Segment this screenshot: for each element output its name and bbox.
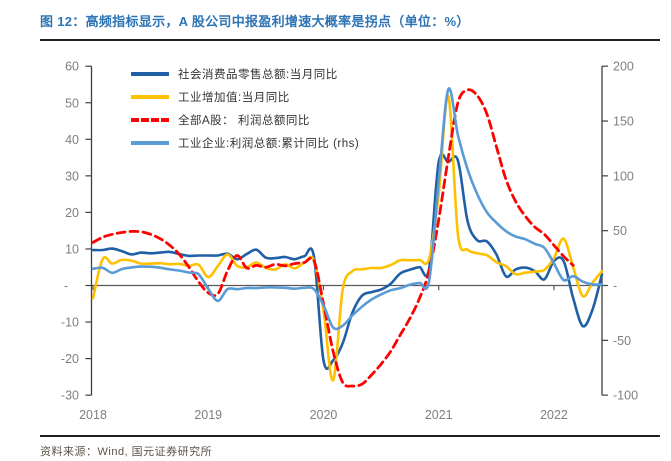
chart-legend: 社会消费品零售总额:当月同比 工业增加值:当月同比 全部A股： 利润总额同比 工… (131, 67, 359, 150)
right-tick-label: 200 (613, 60, 634, 74)
legend-swatch-light-blue-line (131, 141, 169, 145)
left-tick-label: -10 (61, 316, 79, 330)
left-tick-label: -30 (61, 389, 79, 403)
right-tick-label: 100 (613, 169, 634, 183)
left-tick-label: 10 (65, 242, 79, 256)
left-tick-label: - (64, 279, 68, 293)
x-tick-label: 2020 (310, 408, 338, 422)
legend-item-retail: 社会消费品零售总额:当月同比 (131, 67, 359, 81)
right-tick-label: -100 (613, 389, 638, 403)
right-tick-label: 150 (613, 115, 634, 129)
series-line-2 (91, 88, 575, 388)
legend-swatch-gold-line (131, 95, 169, 99)
series-line-1 (91, 94, 604, 382)
left-tick-label: -20 (61, 352, 79, 366)
right-tick-label: - (613, 279, 617, 293)
title-rule (40, 39, 660, 41)
x-tick-label: 2018 (79, 408, 107, 422)
legend-item-industrial-profit: 工业企业:利润总额:累计同比 (rhs) (131, 136, 359, 150)
left-tick-label: 50 (65, 96, 79, 110)
left-tick-label: 30 (65, 169, 79, 183)
source-note: 资料来源：Wind, 国元证券研究所 (40, 446, 213, 458)
left-tick-label: 40 (65, 133, 79, 147)
x-tick-label: 2021 (425, 408, 453, 422)
figure-title: 图 12：高频指标显示，A 股公司中报盈利增速大概率是拐点（单位：%） (40, 14, 470, 29)
left-tick-label: 20 (65, 206, 79, 220)
x-tick-label: 2022 (540, 408, 568, 422)
series-line-0 (91, 152, 604, 371)
right-tick-label: -50 (613, 334, 631, 348)
x-tick-label: 2019 (194, 408, 222, 422)
legend-item-industrial-va: 工业增加值:当月同比 (131, 90, 359, 104)
legend-swatch-dark-blue-line (131, 72, 169, 76)
legend-swatch-red-dashed-line (131, 118, 169, 122)
legend-label: 工业增加值:当月同比 (178, 92, 290, 104)
legend-label: 全部A股： 利润总额同比 (178, 115, 310, 127)
series-line-3 (91, 87, 604, 331)
left-tick-label: 60 (65, 60, 79, 74)
legend-label: 工业企业:利润总额:累计同比 (rhs) (178, 138, 360, 150)
bottom-rule (40, 435, 660, 437)
right-tick-label: 50 (613, 224, 627, 238)
legend-label: 社会消费品零售总额:当月同比 (178, 69, 338, 81)
legend-item-ashare-profit: 全部A股： 利润总额同比 (131, 113, 359, 127)
